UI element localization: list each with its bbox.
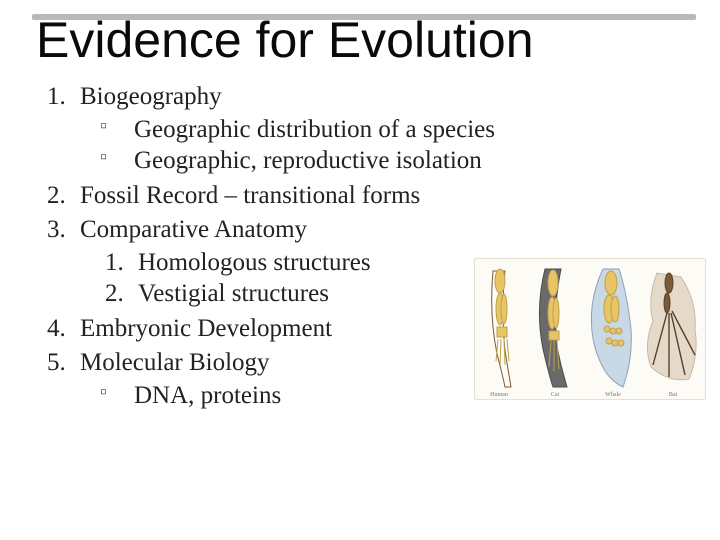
title-area: Evidence for Evolution <box>36 10 692 67</box>
limb-caption: Human <box>490 392 508 398</box>
list-item-label: Embryonic Development <box>80 315 332 342</box>
slide: Evidence for Evolution Biogeography Geog… <box>0 0 720 540</box>
limbs-icon: Human Cat Whale Bat <box>475 259 705 399</box>
page-title: Evidence for Evolution <box>36 14 692 67</box>
list-item: Biogeography Geographic distribution of … <box>72 81 692 177</box>
sub-list-item: Geographic, reproductive isolation <box>96 145 692 176</box>
limb-caption: Cat <box>551 392 560 398</box>
sub-list: Geographic distribution of a species Geo… <box>96 114 692 177</box>
sub-list-item: Geographic distribution of a species <box>96 114 692 145</box>
list-item-label: Comparative Anatomy <box>80 216 307 243</box>
homologous-limbs-figure: Human Cat Whale Bat <box>474 258 706 400</box>
list-item: Fossil Record – transitional forms <box>72 180 692 211</box>
limb-caption: Bat <box>669 392 678 398</box>
limb-caption: Whale <box>605 392 621 398</box>
list-item-label: Molecular Biology <box>80 349 270 376</box>
list-item-label: Biogeography <box>80 83 222 110</box>
list-item-label: Fossil Record – transitional forms <box>80 182 420 209</box>
